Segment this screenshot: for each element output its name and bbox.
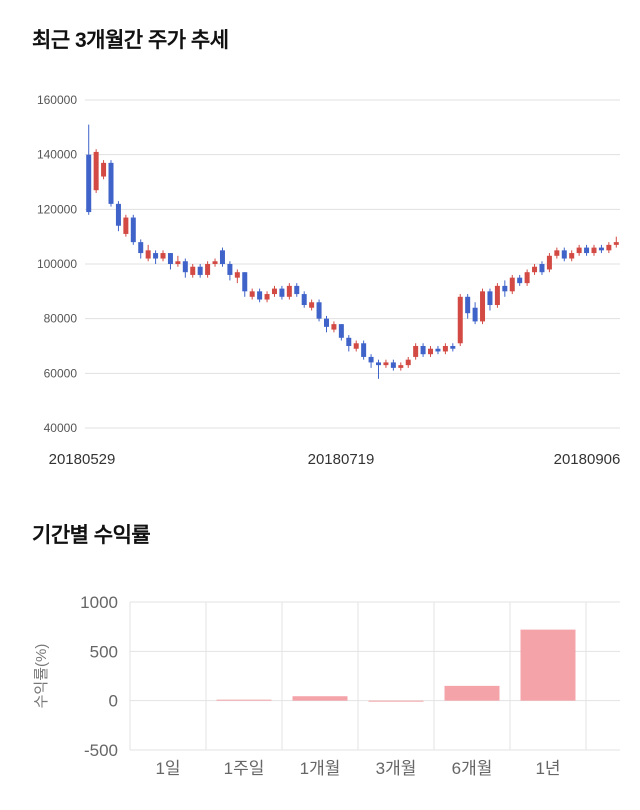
svg-text:60000: 60000 <box>44 366 78 380</box>
svg-text:20180906: 20180906 <box>554 451 621 468</box>
svg-text:1주일: 1주일 <box>224 759 265 778</box>
svg-text:20180719: 20180719 <box>308 451 375 468</box>
svg-text:-500: -500 <box>84 741 118 760</box>
svg-text:1000: 1000 <box>80 593 118 612</box>
svg-text:40000: 40000 <box>44 421 78 435</box>
svg-text:6개월: 6개월 <box>452 759 493 778</box>
svg-text:0: 0 <box>109 692 118 711</box>
svg-text:140000: 140000 <box>37 148 77 162</box>
svg-text:80000: 80000 <box>44 312 78 326</box>
svg-text:100000: 100000 <box>37 257 77 271</box>
candlestick-chart: 160000 140000 120000 100000 80000 60000 40000 2… <box>37 93 621 468</box>
svg-text:1일: 1일 <box>155 759 180 778</box>
period-returns-title: 기간별 수익률 <box>32 524 151 547</box>
returns-bar-chart: 1000 500 0 -500 1일 1주일 1개월 3개월 6개월 1년 수익률(%) <box>33 593 620 778</box>
svg-text:1개월: 1개월 <box>300 759 341 778</box>
svg-text:1년: 1년 <box>535 759 560 778</box>
svg-text:160000: 160000 <box>37 93 77 107</box>
svg-text:3개월: 3개월 <box>376 759 417 778</box>
svg-text:수익률(%): 수익률(%) <box>33 644 50 709</box>
svg-text:120000: 120000 <box>37 202 77 216</box>
svg-text:500: 500 <box>90 642 118 661</box>
svg-text:20180529: 20180529 <box>49 451 116 468</box>
price-trend-title: 최근 3개월간 주가 추세 <box>32 29 229 52</box>
